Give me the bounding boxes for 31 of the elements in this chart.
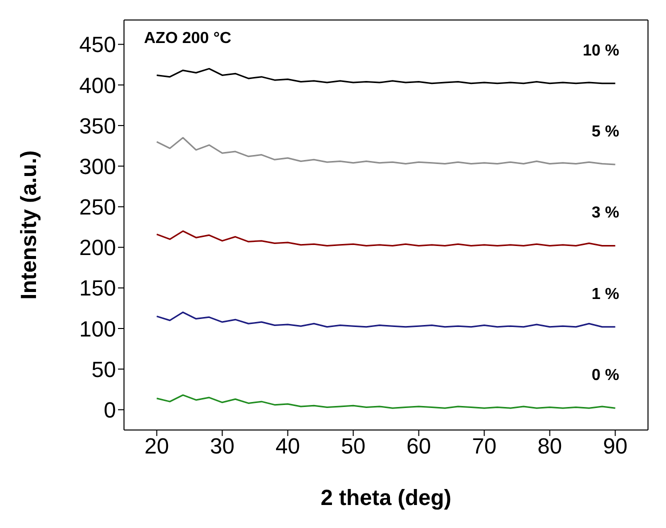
series-label: 3 % [592, 204, 620, 222]
y-tick-label: 50 [92, 356, 116, 382]
series-label: 10 % [582, 42, 620, 60]
line-series [156, 136, 616, 166]
x-tick-label: 20 [144, 434, 169, 459]
line-series [156, 312, 616, 328]
y-tick-label: 150 [79, 276, 116, 301]
y-tick-label: 450 [79, 32, 116, 58]
line-series [156, 68, 616, 84]
y-tick-label: 200 [79, 235, 116, 260]
line-series [156, 230, 616, 246]
series-label: 5 % [592, 124, 620, 141]
y-tick-label: 250 [79, 194, 116, 220]
series-label: 0 % [592, 367, 620, 384]
x-tick-label: 80 [538, 434, 562, 459]
x-tick-label: 70 [472, 434, 496, 459]
y-tick-label: 350 [79, 113, 116, 138]
x-tick-label: 30 [210, 434, 234, 459]
x-tick-label: 90 [603, 434, 628, 459]
annotation: AZO 200 °C [144, 30, 232, 48]
x-tick-label: 40 [276, 434, 300, 459]
line-series [156, 394, 616, 409]
y-axis-title: Intensity (a.u.) [16, 150, 41, 300]
x-tick-label: 50 [341, 434, 366, 459]
y-tick-label: 300 [79, 154, 116, 179]
x-tick-label: 60 [406, 434, 431, 459]
x-axis-title: 2 theta (deg) [320, 485, 452, 510]
series-label: 1 % [592, 286, 620, 303]
y-tick-label: 100 [79, 316, 116, 342]
y-tick-label: 400 [79, 72, 116, 98]
y-tick-label: 0 [104, 398, 116, 423]
